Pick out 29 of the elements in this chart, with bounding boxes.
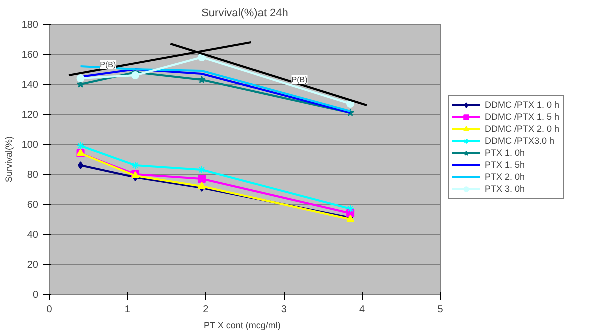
- legend-label: PTX 2. 0h: [485, 171, 526, 183]
- y-tick-label: 180: [22, 20, 39, 31]
- y-tick-label: 20: [27, 260, 39, 271]
- y-axis-title: Survival(%): [4, 136, 14, 183]
- y-tick-label: 60: [27, 200, 39, 211]
- x-tick-label: 4: [360, 304, 366, 316]
- legend-label: PTX 1. 5h: [485, 159, 526, 171]
- legend-label: DDMC /PTX 1. 5 h: [485, 111, 560, 123]
- x-tick-label: 2: [203, 304, 210, 316]
- chart-title: Survival(%)at 24h: [202, 8, 288, 20]
- y-tick-label: 140: [22, 80, 39, 91]
- x-tick-label: 1: [124, 304, 131, 316]
- y-tick-label: 40: [27, 230, 39, 241]
- legend-label: PTX 1. 0h: [485, 147, 526, 159]
- legend-label: DDMC /PTX 2. 0 h: [485, 123, 560, 135]
- legend-label: DDMC /PTX3.0 h: [485, 135, 555, 147]
- y-tick-label: 160: [22, 50, 39, 61]
- annotation: P(B): [100, 60, 116, 70]
- x-axis-title: PT X cont (mcg/ml): [204, 320, 281, 330]
- x-tick-label: 5: [438, 304, 444, 316]
- y-tick-label: 100: [22, 140, 39, 151]
- legend-label: PTX 3. 0h: [485, 183, 526, 195]
- legend-label: DDMC /PTX 1. 0 h: [485, 99, 560, 111]
- x-tick-label: 3: [281, 304, 288, 316]
- y-tick-label: 120: [22, 110, 39, 121]
- y-tick-label: 80: [27, 170, 39, 181]
- annotation: P(B): [292, 76, 308, 84]
- x-tick-label: 0: [46, 304, 53, 316]
- y-tick-label: 0: [32, 290, 39, 301]
